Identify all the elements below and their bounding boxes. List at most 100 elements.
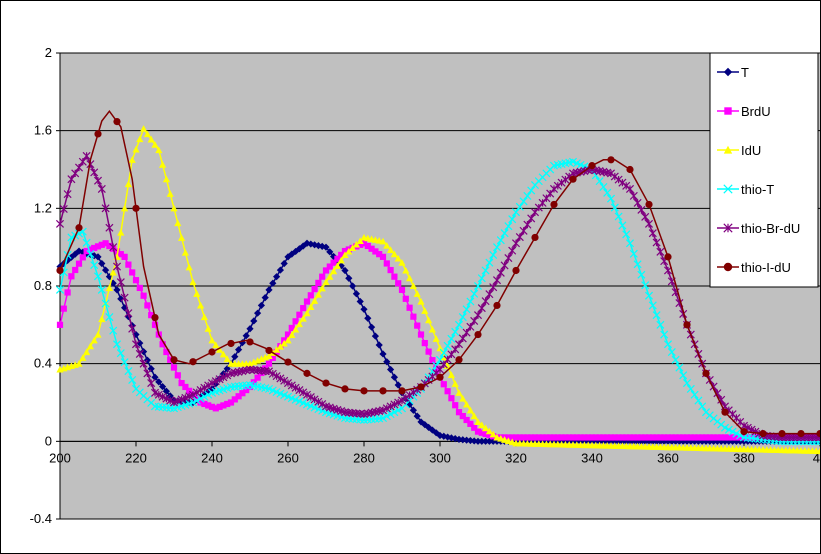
data-point xyxy=(208,403,216,410)
data-point xyxy=(515,233,524,242)
data-point xyxy=(90,336,98,344)
data-point xyxy=(83,247,90,255)
data-point xyxy=(117,251,124,258)
data-point xyxy=(433,365,440,372)
data-point xyxy=(322,243,330,251)
data-point xyxy=(136,284,143,292)
data-point xyxy=(546,189,555,198)
data-point xyxy=(455,409,463,416)
data-point xyxy=(200,390,208,398)
data-point xyxy=(314,290,322,298)
x-tick-label: 380 xyxy=(733,450,755,465)
data-point xyxy=(102,266,110,274)
data-point xyxy=(672,437,680,445)
data-point xyxy=(702,434,710,441)
data-point xyxy=(132,145,140,153)
data-point xyxy=(188,398,198,407)
data-point xyxy=(759,437,767,445)
data-point xyxy=(732,437,740,445)
data-point xyxy=(235,346,243,354)
data-point xyxy=(421,339,428,347)
data-point xyxy=(322,278,330,286)
data-point xyxy=(94,253,102,261)
data-point xyxy=(90,168,99,177)
data-point xyxy=(489,430,497,438)
data-point xyxy=(500,261,509,270)
data-point xyxy=(569,434,577,441)
data-point xyxy=(143,369,152,378)
data-point xyxy=(155,378,163,386)
data-point xyxy=(102,240,109,247)
data-point xyxy=(59,204,68,214)
data-point xyxy=(383,260,390,267)
data-point xyxy=(386,410,395,419)
data-point xyxy=(109,243,118,252)
data-point xyxy=(611,437,619,445)
data-point xyxy=(120,358,129,367)
data-point xyxy=(231,353,239,361)
series-idu xyxy=(56,125,820,455)
data-point xyxy=(143,130,151,138)
data-point xyxy=(224,400,231,408)
legend-label: IdU xyxy=(741,143,761,158)
data-point xyxy=(368,245,375,252)
data-point xyxy=(272,372,281,381)
data-point xyxy=(459,412,466,420)
data-point xyxy=(116,278,125,287)
data-point xyxy=(74,163,84,172)
data-point xyxy=(729,437,737,445)
x-tick-label: 280 xyxy=(353,450,375,465)
data-point xyxy=(489,437,497,445)
data-point xyxy=(625,239,635,248)
data-point xyxy=(322,379,330,387)
data-point xyxy=(170,364,178,371)
data-point xyxy=(694,437,702,445)
data-point xyxy=(748,437,756,445)
data-point xyxy=(349,282,357,290)
data-point xyxy=(90,252,98,260)
data-point xyxy=(481,297,490,306)
data-point xyxy=(542,194,551,203)
data-point xyxy=(452,402,459,409)
data-point xyxy=(109,268,117,276)
data-point xyxy=(633,198,642,207)
data-point xyxy=(269,354,276,361)
data-point xyxy=(334,255,341,262)
data-point xyxy=(265,360,273,367)
data-point xyxy=(341,251,349,258)
data-point xyxy=(657,434,664,441)
data-point xyxy=(588,434,596,441)
y-tick-label: 1.6 xyxy=(34,123,52,138)
data-point xyxy=(606,194,616,203)
data-point xyxy=(516,434,523,441)
data-point xyxy=(397,396,407,405)
data-point xyxy=(473,311,483,320)
data-point xyxy=(292,325,300,333)
data-point xyxy=(519,197,528,206)
data-point xyxy=(341,247,349,255)
data-point xyxy=(523,191,532,200)
data-point xyxy=(482,424,490,432)
data-point xyxy=(109,279,117,287)
data-point xyxy=(318,400,327,409)
data-point xyxy=(151,141,159,148)
data-point xyxy=(585,434,592,441)
data-point xyxy=(417,297,425,305)
data-point xyxy=(717,437,725,445)
data-point xyxy=(710,434,717,441)
data-point xyxy=(721,437,729,445)
data-point xyxy=(356,237,364,245)
data-point xyxy=(444,433,452,441)
data-point xyxy=(83,348,91,356)
data-point xyxy=(291,383,300,392)
data-point xyxy=(303,298,311,305)
data-point xyxy=(531,233,539,242)
data-point xyxy=(352,240,360,248)
data-point xyxy=(642,434,649,441)
data-point xyxy=(132,277,140,284)
data-point xyxy=(736,437,744,445)
data-point xyxy=(276,374,285,383)
data-point xyxy=(477,274,486,283)
data-point xyxy=(451,380,459,387)
